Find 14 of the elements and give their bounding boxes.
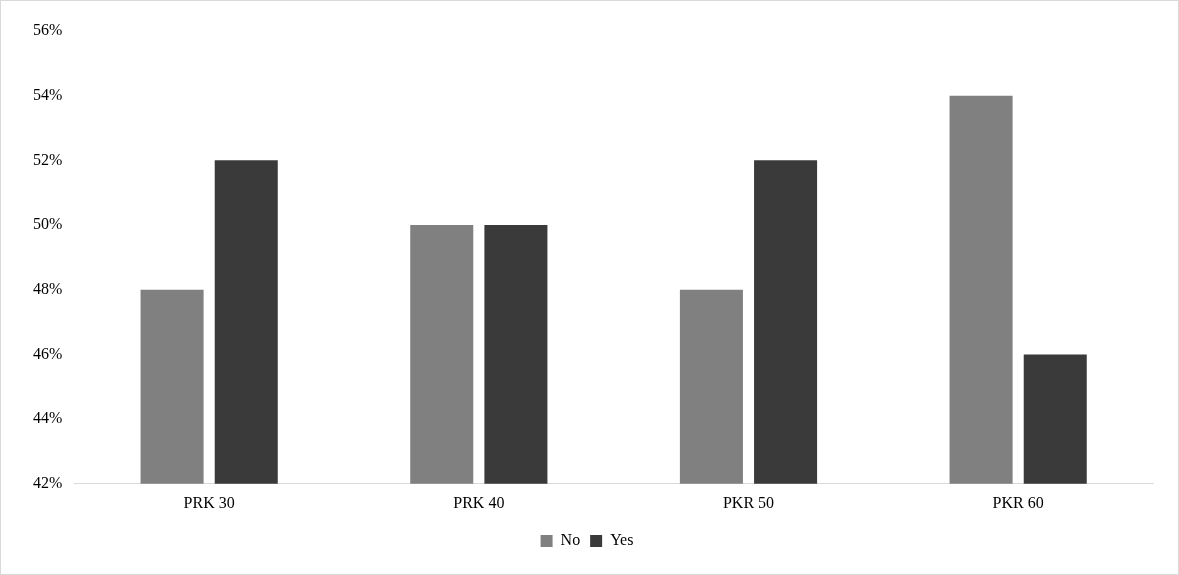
x-tick-label: PKR 60 [992, 493, 1044, 511]
x-tick-label: PRK 40 [453, 493, 505, 511]
legend-label: Yes [610, 531, 634, 549]
x-tick-label: PRK 30 [183, 493, 235, 511]
y-tick-label: 42% [33, 474, 63, 491]
y-tick-label: 50% [33, 215, 63, 233]
y-tick-label: 54% [33, 85, 63, 103]
y-tick-label: 44% [33, 409, 63, 427]
x-tick-label: PKR 50 [722, 493, 775, 511]
y-tick-label: 48% [33, 279, 63, 297]
y-tick-label: 56% [33, 21, 63, 39]
legend-label: No [560, 531, 581, 549]
y-tick-label: 46% [33, 344, 63, 362]
y-tick-label: 52% [33, 150, 63, 168]
